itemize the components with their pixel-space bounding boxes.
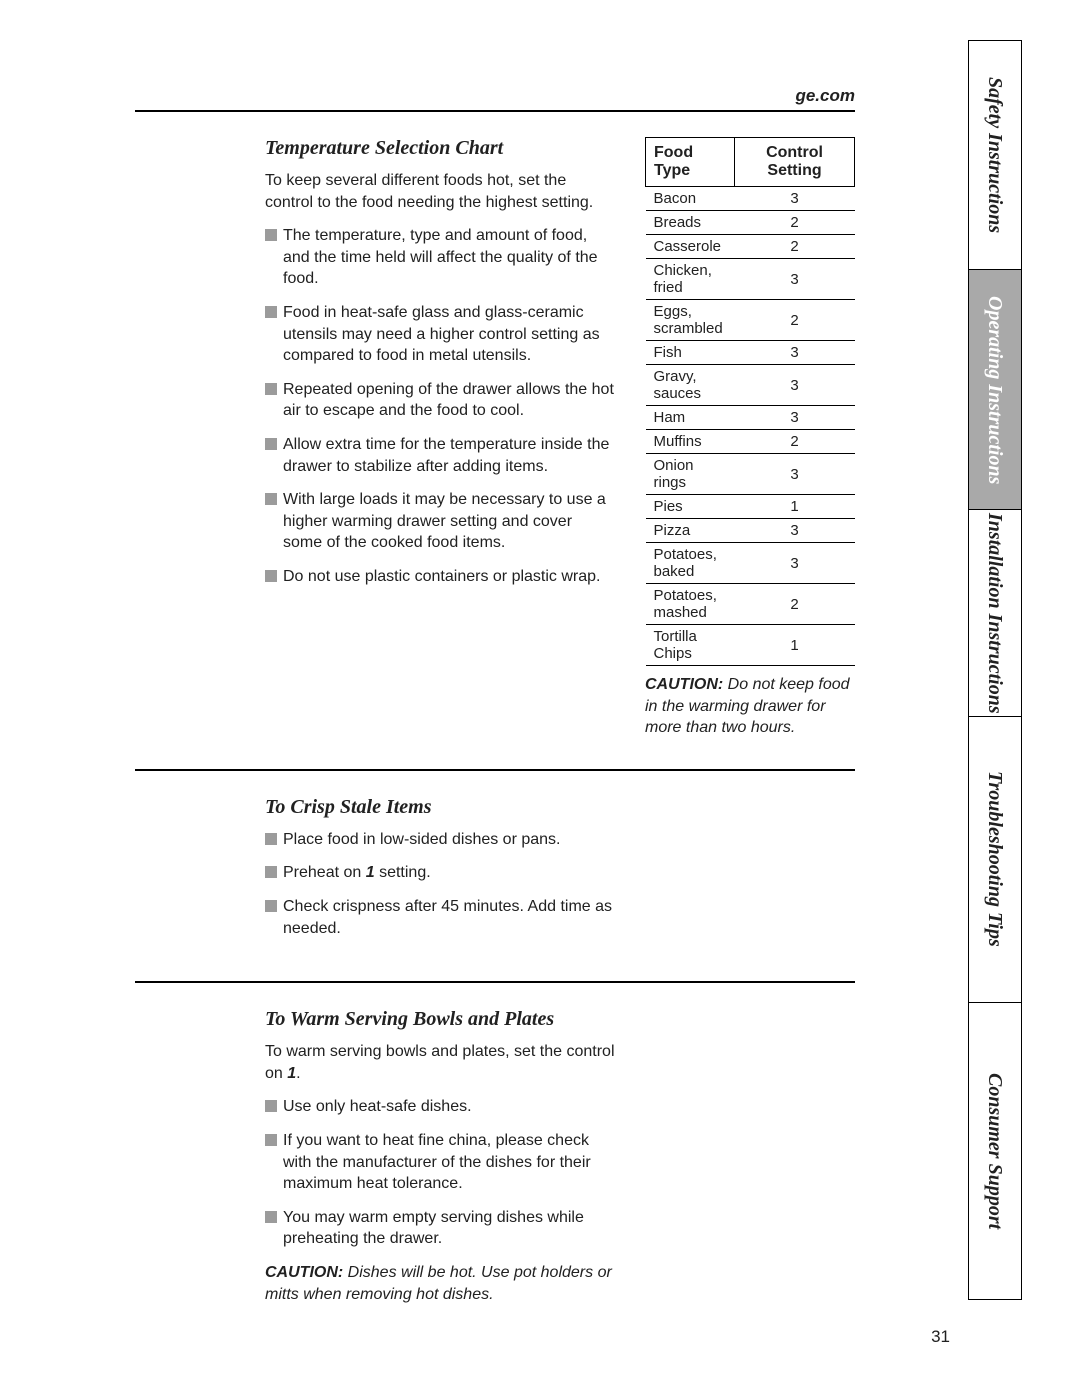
table-row: Gravy, sauces3 [646, 365, 855, 406]
table-cell-food: Potatoes, mashed [646, 584, 735, 625]
tab-label: Safety Instructions [983, 77, 1007, 233]
table-cell-food: Pizza [646, 519, 735, 543]
table-cell-setting: 2 [735, 584, 855, 625]
table-cell-setting: 3 [735, 454, 855, 495]
table-cell-food: Gravy, sauces [646, 365, 735, 406]
table-row: Pies1 [646, 495, 855, 519]
table-row: Chicken, fried3 [646, 259, 855, 300]
tab-label: Operating Instructions [983, 296, 1007, 484]
table-header-setting: Control Setting [735, 138, 855, 187]
section-warm-bowls: To Warm Serving Bowls and Plates To warm… [135, 983, 855, 1335]
table-row: Eggs, scrambled2 [646, 300, 855, 341]
table-cell-setting: 2 [735, 211, 855, 235]
bullet-list: Place food in low-sided dishes or pans. … [265, 829, 615, 939]
table-cell-food: Muffins [646, 430, 735, 454]
table-cell-food: Tortilla Chips [646, 625, 735, 666]
table-cell-setting: 3 [735, 341, 855, 365]
table-cell-food: Ham [646, 406, 735, 430]
table-cell-food: Breads [646, 211, 735, 235]
preheat-post: setting. [375, 864, 431, 881]
table-row: Pizza3 [646, 519, 855, 543]
header-url: ge.com [795, 86, 855, 106]
section-title: To Warm Serving Bowls and Plates [265, 1008, 615, 1031]
table-row: Onion rings3 [646, 454, 855, 495]
header-rule: ge.com [135, 110, 855, 112]
table-cell-food: Bacon [646, 187, 735, 211]
section-temperature-chart: Temperature Selection Chart To keep seve… [135, 112, 855, 771]
food-table: Food Type Control Setting Bacon3Breads2C… [645, 137, 855, 666]
tab-safety[interactable]: Safety Instructions [969, 41, 1021, 270]
side-tab-strip: Safety Instructions Operating Instructio… [968, 40, 1022, 1300]
caution-text: CAUTION: Dishes will be hot. Use pot hol… [265, 1262, 615, 1305]
list-item: Place food in low-sided dishes or pans. [265, 829, 615, 851]
caution-text: CAUTION: Do not keep food in the warming… [645, 674, 855, 739]
list-item: With large loads it may be necessary to … [265, 489, 615, 554]
preheat-bold: 1 [366, 864, 375, 881]
table-cell-food: Fish [646, 341, 735, 365]
table-row: Bacon3 [646, 187, 855, 211]
tab-troubleshooting[interactable]: Troubleshooting Tips [969, 717, 1021, 1003]
table-row: Fish3 [646, 341, 855, 365]
section-title: Temperature Selection Chart [265, 137, 615, 160]
table-cell-food: Casserole [646, 235, 735, 259]
table-cell-setting: 3 [735, 543, 855, 584]
section-crisp-stale: To Crisp Stale Items Place food in low-s… [135, 771, 855, 983]
table-row: Potatoes, baked3 [646, 543, 855, 584]
table-cell-food: Chicken, fried [646, 259, 735, 300]
list-item: You may warm empty serving dishes while … [265, 1207, 615, 1250]
tab-operating[interactable]: Operating Instructions [969, 270, 1021, 510]
table-row: Potatoes, mashed2 [646, 584, 855, 625]
intro-pre: To warm serving bowls and plates, set th… [265, 1043, 615, 1082]
table-cell-setting: 3 [735, 365, 855, 406]
table-row: Muffins2 [646, 430, 855, 454]
tab-label: Consumer Support [983, 1073, 1007, 1229]
intro-bold: 1 [287, 1065, 296, 1082]
section-title: To Crisp Stale Items [265, 796, 615, 819]
list-item: Do not use plastic containers or plastic… [265, 566, 615, 588]
table-cell-setting: 3 [735, 259, 855, 300]
table-cell-setting: 1 [735, 625, 855, 666]
tab-installation[interactable]: Installation Instructions [969, 510, 1021, 716]
table-cell-setting: 2 [735, 235, 855, 259]
bullet-list: The temperature, type and amount of food… [265, 225, 615, 587]
list-item: Food in heat-safe glass and glass-cerami… [265, 302, 615, 367]
table-row: Tortilla Chips1 [646, 625, 855, 666]
tab-label: Installation Instructions [983, 513, 1007, 714]
list-item: Preheat on 1 setting. [265, 862, 615, 884]
table-cell-setting: 3 [735, 406, 855, 430]
section-intro: To warm serving bowls and plates, set th… [265, 1041, 615, 1084]
list-item: Repeated opening of the drawer allows th… [265, 379, 615, 422]
table-cell-setting: 2 [735, 430, 855, 454]
table-row: Casserole2 [646, 235, 855, 259]
caution-label: CAUTION: [265, 1264, 343, 1281]
caution-label: CAUTION: [645, 676, 723, 693]
table-cell-setting: 1 [735, 495, 855, 519]
table-cell-setting: 3 [735, 187, 855, 211]
bullet-list: Use only heat-safe dishes. If you want t… [265, 1096, 615, 1250]
table-cell-food: Potatoes, baked [646, 543, 735, 584]
tab-label: Troubleshooting Tips [983, 771, 1007, 947]
table-cell-food: Pies [646, 495, 735, 519]
preheat-pre: Preheat on [283, 864, 366, 881]
tab-consumer-support[interactable]: Consumer Support [969, 1003, 1021, 1299]
table-cell-food: Eggs, scrambled [646, 300, 735, 341]
table-header-food: Food Type [646, 138, 735, 187]
table-cell-setting: 3 [735, 519, 855, 543]
table-row: Breads2 [646, 211, 855, 235]
list-item: Allow extra time for the temperature ins… [265, 434, 615, 477]
list-item: Check crispness after 45 minutes. Add ti… [265, 896, 615, 939]
section-intro: To keep several different foods hot, set… [265, 170, 615, 213]
table-cell-setting: 2 [735, 300, 855, 341]
page-number: 31 [931, 1327, 950, 1347]
list-item: The temperature, type and amount of food… [265, 225, 615, 290]
list-item: Use only heat-safe dishes. [265, 1096, 615, 1118]
list-item: If you want to heat fine china, please c… [265, 1130, 615, 1195]
intro-post: . [296, 1065, 300, 1082]
table-row: Ham3 [646, 406, 855, 430]
table-cell-food: Onion rings [646, 454, 735, 495]
